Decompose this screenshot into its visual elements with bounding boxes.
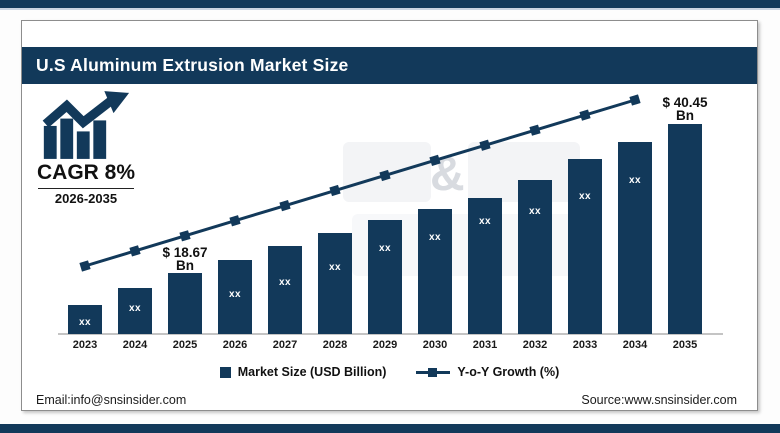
bar-2032: xx — [518, 180, 552, 334]
x-axis-label-2029: 2029 — [372, 339, 398, 351]
growth-line-marker — [379, 169, 391, 182]
legend-item-market-size: Market Size (USD Billion) — [219, 365, 387, 379]
yoy-growth-line — [79, 94, 641, 272]
bar-value-label: xx — [578, 191, 592, 202]
growth-line-marker — [179, 230, 191, 242]
bar-value-label: xx — [528, 206, 542, 217]
chart-title: U.S Aluminum Extrusion Market Size — [36, 55, 349, 75]
cagr-block: CAGR 8% 2026-2035 — [30, 91, 142, 206]
source-text: Source:www.snsinsider.com — [581, 393, 737, 407]
bar-2023: xx — [68, 305, 102, 334]
growth-chart-icon — [42, 91, 130, 159]
bar-value-label: xx — [278, 277, 292, 288]
chart-area: xx 2023 xx 2024 2025 xx 2026 xx 2027 xx 2028 xx 2029… — [22, 21, 757, 410]
x-axis-line — [58, 333, 723, 335]
cagr-divider — [38, 188, 134, 189]
x-axis-label-2033: 2033 — [572, 339, 598, 351]
bar-2025 — [168, 273, 202, 334]
bar-value-label: xx — [628, 175, 642, 186]
growth-line-marker — [529, 124, 541, 136]
bar-2027: xx — [268, 246, 302, 334]
x-axis-label-2035: 2035 — [672, 339, 698, 351]
x-axis-label-2030: 2030 — [422, 339, 448, 351]
x-axis-label-2023: 2023 — [72, 339, 98, 351]
legend-line-swatch — [416, 367, 451, 377]
growth-line-marker — [279, 200, 291, 212]
chart-card: & U.S Aluminum Extrusion Market Size CAG… — [21, 20, 758, 411]
cagr-period: 2026-2035 — [54, 191, 118, 206]
bar-2028: xx — [318, 233, 352, 334]
growth-line-marker — [429, 154, 441, 166]
bar-2034: xx — [618, 142, 652, 334]
legend-line-marker — [428, 367, 438, 377]
x-axis-label-2027: 2027 — [272, 339, 298, 351]
value-callout-2035: $ 40.45 Bn — [662, 95, 708, 123]
growth-line-marker — [579, 109, 591, 121]
chart-title-bar: U.S Aluminum Extrusion Market Size — [22, 47, 757, 84]
growth-line-marker — [329, 184, 341, 197]
bar-2031: xx — [468, 198, 502, 334]
bar-2024: xx — [118, 288, 152, 334]
bar-2026: xx — [218, 260, 252, 334]
legend-item-yoy-growth: Y-o-Y Growth (%) — [416, 365, 559, 379]
bottom-accent-bar — [0, 424, 780, 433]
top-accent-underline — [0, 8, 780, 10]
bar-value-label: xx — [378, 243, 392, 254]
growth-line-marker — [229, 215, 241, 227]
growth-line-marker — [79, 260, 91, 272]
bar-value-label: xx — [128, 303, 142, 314]
growth-line-marker — [629, 94, 641, 106]
growth-line-marker — [129, 245, 141, 257]
bar-value-label: xx — [328, 262, 342, 273]
x-axis-label-2028: 2028 — [322, 339, 348, 351]
legend-bar-label: Market Size (USD Billion) — [237, 365, 387, 379]
top-accent-bar — [0, 0, 780, 8]
legend-line-label: Y-o-Y Growth (%) — [457, 365, 560, 379]
bar-2030: xx — [418, 209, 452, 334]
x-axis-label-2024: 2024 — [122, 339, 148, 351]
value-callout-2025: $ 18.67 Bn — [162, 245, 208, 273]
x-axis-label-2032: 2032 — [522, 339, 548, 351]
x-axis-label-2025: 2025 — [172, 339, 198, 351]
bar-2035 — [668, 124, 702, 334]
x-axis-label-2026: 2026 — [222, 339, 248, 351]
contact-email: Email:info@snsinsider.com — [36, 393, 187, 407]
bar-value-label: xx — [478, 216, 492, 227]
legend-bar-swatch — [219, 366, 231, 378]
bar-value-label: xx — [228, 289, 242, 300]
growth-line-marker — [479, 139, 491, 151]
bar-value-label: xx — [78, 317, 92, 328]
legend: Market Size (USD Billion) Y-o-Y Growth (… — [22, 365, 757, 379]
bar-value-label: xx — [428, 232, 442, 243]
bar-2029: xx — [368, 220, 402, 334]
cagr-value: CAGR 8% — [36, 161, 136, 184]
x-axis-label-2031: 2031 — [472, 339, 498, 351]
bar-2033: xx — [568, 159, 602, 334]
x-axis-label-2034: 2034 — [622, 339, 648, 351]
